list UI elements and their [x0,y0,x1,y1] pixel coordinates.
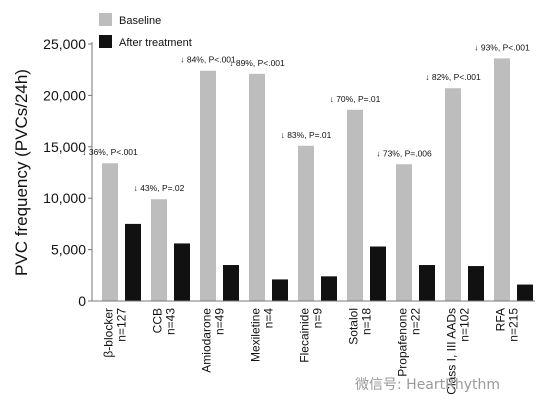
category-label-2: CCB [151,308,165,333]
baseline-bar-9 [494,58,510,301]
y-tick-label: 5,000 [51,242,86,258]
change-annotation-4: ↓ 89%, P<.001 [229,58,285,68]
category-n-label-3: n=49 [213,308,227,335]
category-n-label-9: n=215 [507,308,521,342]
change-annotation-8: ↓ 82%, P<.001 [425,72,481,82]
category-label-9: RFA [494,308,508,331]
change-annotation-9: ↓ 93%, P<.001 [474,42,530,52]
baseline-bar-5 [298,145,314,301]
category-label-6: Sotalol [347,308,361,345]
baseline-bar-1 [102,163,118,301]
watermark: 微信号: HeartRhythm [355,377,500,393]
y-tick-label: 15,000 [43,139,86,155]
after-treatment-bar-3 [223,265,239,301]
y-tick-label: 20,000 [43,87,86,103]
baseline-bar-8 [445,88,461,301]
legend-swatch-2 [99,35,112,48]
after-treatment-bar-7 [419,265,435,301]
change-annotation-1: ↓ 36%, P<.001 [82,147,138,157]
baseline-bar-3 [200,70,216,301]
legend: Baseline After treatment [99,13,192,49]
category-label-8: Class I, III AADs [445,308,459,395]
legend-swatch-1 [99,13,112,26]
y-tick-label: 25,000 [43,36,86,52]
annotations: ↓ 36%, P<.001↓ 43%, P=.02↓ 84%, P<.001↓ … [82,42,530,193]
x-axis: β-blocker n=127 CCB n=43 Amiodarone n=49 Mexil… [92,300,535,395]
category-n-label-5: n=9 [311,308,325,329]
baseline-bar-7 [396,164,412,301]
legend-label-2: After treatment [119,37,192,49]
baseline-bar-4 [249,73,265,301]
change-annotation-5: ↓ 83%, P=.01 [281,130,332,140]
bars [102,58,533,302]
change-annotation-7: ↓ 73%, P=.006 [376,148,432,158]
after-treatment-bar-5 [321,276,337,301]
after-treatment-bar-2 [174,243,190,301]
category-n-label-1: n=127 [115,308,129,342]
category-label-4: Mexiletine [249,308,263,362]
category-label-5: Flecainide [298,308,312,363]
y-axis: 0 5,000 10,000 15,000 20,000 25,000 PVC freque… [12,36,93,309]
category-n-label-7: n=22 [409,308,423,335]
after-treatment-bar-4 [272,279,288,301]
category-n-label-2: n=43 [164,308,178,335]
change-annotation-2: ↓ 43%, P=.02 [134,183,185,193]
change-annotation-3: ↓ 84%, P<.001 [180,55,236,65]
baseline-bar-6 [347,109,363,302]
legend-label-1: Baseline [119,15,161,27]
y-tick-label: 10,000 [43,190,86,206]
after-treatment-bar-8 [468,266,484,301]
y-axis-title: PVC frequency (PVCs/24h) [12,69,31,276]
change-annotation-6: ↓ 70%, P=.01 [330,94,381,104]
category-n-label-8: n=102 [458,308,472,342]
category-n-label-4: n=4 [262,308,276,329]
category-label-7: Propafenone [396,308,410,377]
after-treatment-bar-1 [125,223,141,301]
category-label-1: β-blocker [102,308,116,358]
baseline-bar-2 [151,199,167,301]
category-label-3: Amiodarone [200,308,214,373]
y-tick-label: 0 [78,293,86,309]
watermark-text: 微信号: HeartRhythm [355,377,500,393]
after-treatment-bar-6 [370,246,386,301]
after-treatment-bar-9 [517,284,533,301]
category-n-label-6: n=18 [360,308,374,335]
